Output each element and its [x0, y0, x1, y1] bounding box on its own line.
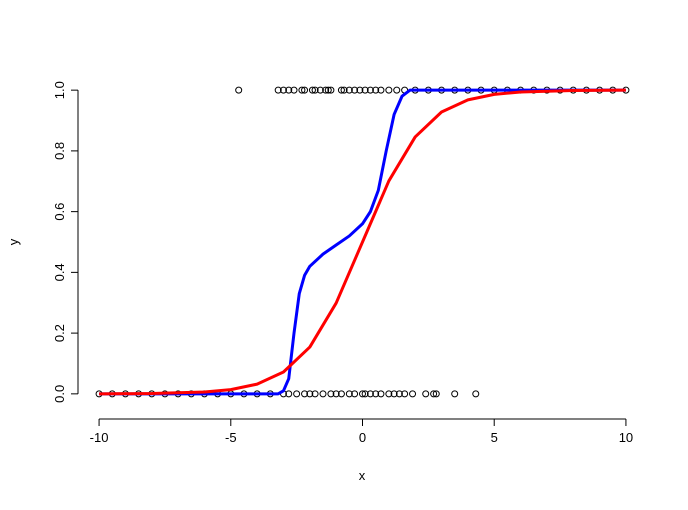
x-tick-label: 10 [619, 430, 633, 445]
point [285, 390, 293, 398]
point [401, 390, 409, 398]
point [385, 390, 393, 398]
point [301, 86, 309, 94]
point [377, 86, 385, 94]
point [409, 390, 417, 398]
point [306, 390, 314, 398]
point [293, 390, 301, 398]
curve [99, 88, 626, 396]
point [359, 390, 366, 398]
x-tick-label: 5 [491, 430, 498, 445]
point [432, 390, 440, 398]
point [351, 390, 359, 398]
point [279, 86, 287, 94]
point [351, 86, 359, 94]
point [340, 86, 348, 94]
point [372, 390, 380, 398]
x-tick-label: -10 [90, 430, 109, 445]
y-tick-label: 0.2 [52, 324, 67, 342]
point [385, 86, 393, 94]
point [430, 390, 438, 398]
point [327, 86, 335, 94]
point [311, 390, 319, 398]
point [356, 86, 364, 94]
point [301, 390, 309, 398]
point [322, 86, 330, 94]
y-tick-label: 0.8 [52, 142, 67, 160]
point [395, 390, 403, 398]
point [422, 390, 430, 398]
y-axis-label: y [6, 238, 21, 245]
point [393, 86, 401, 94]
x-tick-label: 0 [359, 430, 366, 445]
point [319, 390, 327, 398]
y-tick-label: 0.0 [52, 385, 67, 403]
point [311, 86, 319, 94]
point [472, 390, 480, 398]
point [345, 390, 353, 398]
y-tick-label: 1.0 [52, 81, 67, 99]
point [298, 86, 306, 94]
point [285, 86, 293, 94]
y-tick-label: 0.6 [52, 203, 67, 221]
x-tick-label: -5 [225, 430, 237, 445]
point [324, 86, 332, 94]
point [337, 86, 345, 94]
point [451, 390, 459, 398]
point [345, 86, 353, 94]
x-axis-label: x [359, 468, 366, 483]
point [308, 86, 316, 94]
point [327, 390, 335, 398]
point [337, 390, 345, 398]
point [361, 86, 369, 94]
point [377, 390, 385, 398]
point [332, 390, 340, 398]
point [316, 86, 324, 94]
point [390, 390, 398, 398]
point [274, 86, 282, 94]
point [366, 390, 374, 398]
point [290, 86, 298, 94]
point [235, 86, 243, 94]
curve [99, 88, 626, 396]
point [366, 86, 374, 94]
y-tick-label: 0.4 [52, 263, 67, 281]
point [372, 86, 380, 94]
point [361, 390, 369, 398]
